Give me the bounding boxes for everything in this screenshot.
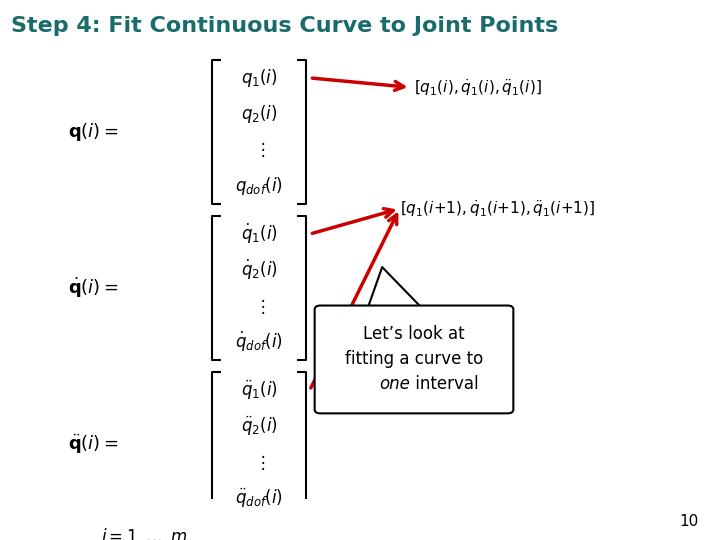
FancyBboxPatch shape bbox=[315, 306, 513, 413]
Text: $[q_1(i), \dot{q}_1(i), \ddot{q}_1(i)]$: $[q_1(i), \dot{q}_1(i), \ddot{q}_1(i)]$ bbox=[414, 77, 541, 98]
Text: $\ddot{q}_2(i)$: $\ddot{q}_2(i)$ bbox=[240, 415, 278, 438]
Text: fitting a curve to: fitting a curve to bbox=[345, 350, 483, 368]
Text: 10: 10 bbox=[679, 514, 698, 529]
Text: one: one bbox=[379, 375, 410, 394]
Text: $q_{dof}(i)$: $q_{dof}(i)$ bbox=[235, 175, 283, 197]
Text: $\dot{q}_{dof}(i)$: $\dot{q}_{dof}(i)$ bbox=[235, 330, 283, 354]
Text: $q_1(i)$: $q_1(i)$ bbox=[241, 67, 277, 89]
Text: Let’s look at: Let’s look at bbox=[363, 326, 465, 343]
Text: $\mathbf{q}(i) = $: $\mathbf{q}(i) = $ bbox=[68, 121, 119, 143]
Text: $i = 1, \ldots, m$: $i = 1, \ldots, m$ bbox=[101, 526, 187, 540]
Text: $q_2(i)$: $q_2(i)$ bbox=[241, 103, 277, 125]
Text: $\ddot{q}_{dof}(i)$: $\ddot{q}_{dof}(i)$ bbox=[235, 487, 283, 510]
Text: $\vdots$: $\vdots$ bbox=[253, 453, 265, 472]
Text: $\ddot{q}_1(i)$: $\ddot{q}_1(i)$ bbox=[240, 379, 278, 402]
Text: interval: interval bbox=[410, 375, 479, 394]
Text: $\ddot{\mathbf{q}}(i) = $: $\ddot{\mathbf{q}}(i) = $ bbox=[68, 433, 119, 456]
Text: $\vdots$: $\vdots$ bbox=[253, 140, 265, 159]
Text: $[q_1(i{+}1), \dot{q}_1(i{+}1), \ddot{q}_1(i{+}1)]$: $[q_1(i{+}1), \dot{q}_1(i{+}1), \ddot{q}… bbox=[400, 198, 595, 219]
Text: $\dot{\mathbf{q}}(i) = $: $\dot{\mathbf{q}}(i) = $ bbox=[68, 276, 119, 300]
Text: $\dot{q}_2(i)$: $\dot{q}_2(i)$ bbox=[240, 258, 278, 282]
Text: $\vdots$: $\vdots$ bbox=[253, 296, 265, 315]
Text: $\dot{q}_1(i)$: $\dot{q}_1(i)$ bbox=[240, 222, 278, 246]
Text: Step 4: Fit Continuous Curve to Joint Points: Step 4: Fit Continuous Curve to Joint Po… bbox=[11, 16, 558, 36]
